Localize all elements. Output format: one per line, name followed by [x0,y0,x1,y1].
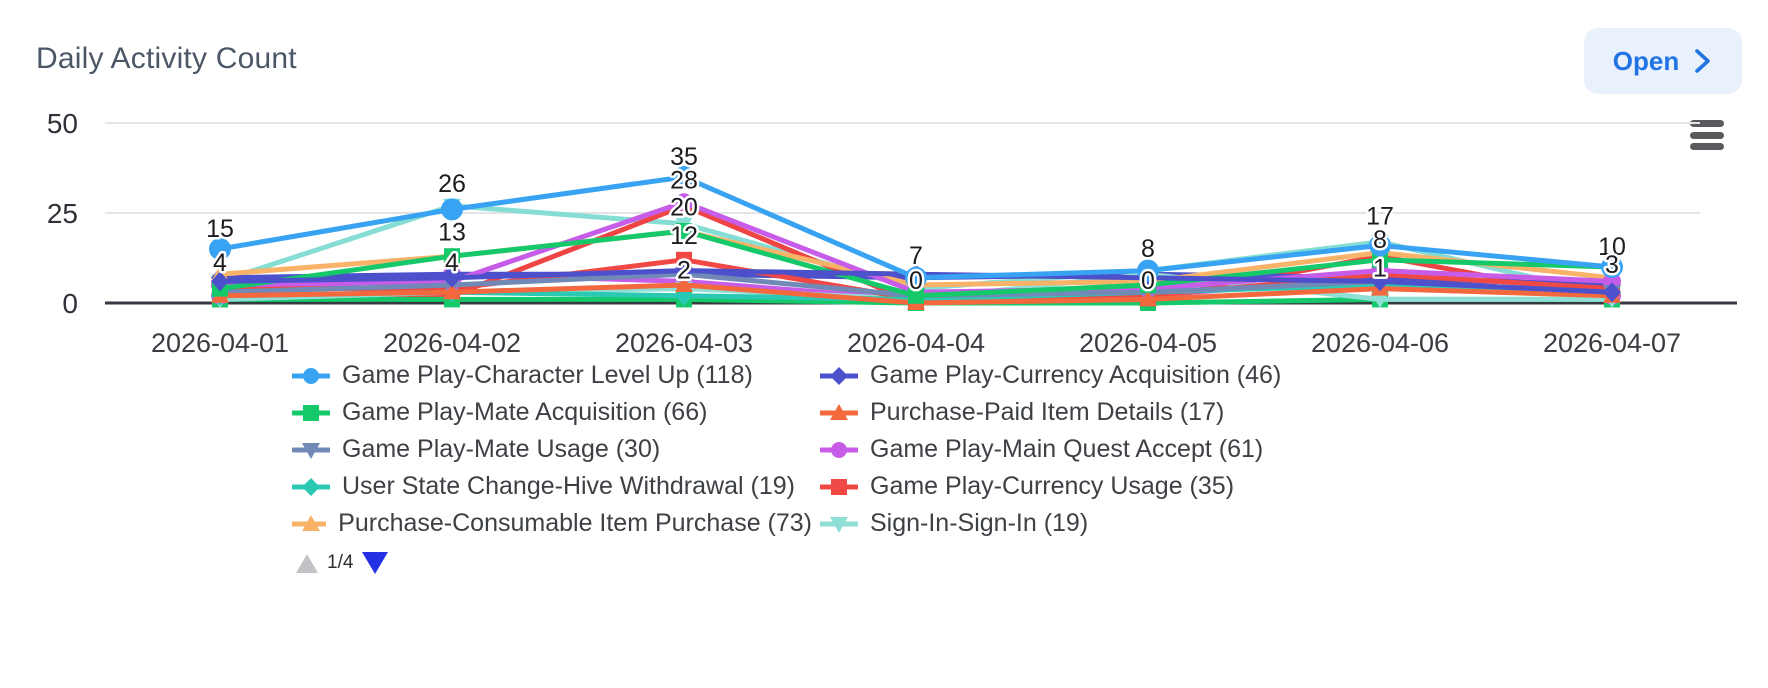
point-value-label: 1 [1373,255,1387,283]
page-title: Daily Activity Count [36,42,297,75]
hamburger-menu-icon[interactable] [1690,118,1724,152]
legend-square-icon [820,478,858,495]
point-value-label: 0 [1141,267,1155,295]
legend-triangle-up-icon [820,403,858,420]
legend-item-label: Game Play-Currency Usage (35) [870,472,1235,500]
series-marker[interactable] [1372,251,1388,268]
open-button[interactable]: Open [1584,28,1742,94]
series-marker[interactable] [905,266,927,289]
legend-item-label: Game Play-Currency Acquisition (46) [870,361,1282,389]
legend-item[interactable]: Game Play-Currency Usage (35) [820,472,1300,500]
point-value-label: 28 [670,166,698,194]
series-marker[interactable] [1369,234,1391,257]
point-value-label: 7 [909,242,923,270]
point-value-label: 8 [1141,235,1155,263]
series-marker[interactable] [675,260,693,281]
series-marker[interactable] [675,276,693,292]
point-value-label: 4 [213,249,227,277]
legend-circle-icon [292,367,330,384]
line-chart[interactable]: 0 25 50 2026-04-01 2026-04-02 2026-04-03 2026-… [0,0,1768,360]
series-marker[interactable] [444,248,460,265]
x-tick-label: 2026-04-03 [615,328,753,358]
legend-item-label: Game Play-Character Level Up (118) [342,361,753,389]
point-value-label: 3 [1605,251,1619,279]
legend-item[interactable]: Game Play-Mate Usage (30) [292,435,812,463]
legend-diamond-icon [292,477,330,496]
chart-legend: Game Play-Character Level Up (118) Game P… [292,361,1302,537]
y-tick-label: 25 [47,198,78,229]
point-value-label: 13 [438,219,466,247]
series-marker[interactable] [675,193,693,212]
point-value-label: 8 [1373,226,1387,254]
point-value-label: 15 [206,215,234,243]
series-marker[interactable] [441,198,463,221]
series-marker[interactable] [443,283,461,300]
page-up-triangle-icon[interactable] [296,553,318,573]
page-down-triangle-icon[interactable] [362,552,389,574]
point-value-label: 10 [1598,233,1626,261]
x-tick-label: 2026-04-04 [847,328,985,358]
legend-triangle-up-icon [292,514,327,531]
legend-page-indicator: 1/4 [327,552,354,573]
point-value-label: 2 [677,256,691,284]
legend-triangle-down-icon [820,516,858,533]
series-marker[interactable] [1371,292,1389,309]
series-marker[interactable] [1137,259,1159,282]
point-value-label: 0 [909,267,923,295]
y-tick-label: 50 [47,108,78,139]
legend-circle-icon [820,441,858,458]
legend-diamond-icon [820,366,858,385]
point-value-label: 4 [445,249,459,277]
series-marker[interactable] [211,271,229,292]
open-button-label: Open [1612,45,1680,76]
legend-item[interactable]: Game Play-Currency Acquisition (46) [820,361,1300,389]
y-tick-label: 0 [62,288,78,319]
series-marker[interactable] [1603,282,1621,303]
legend-item[interactable]: User State Change-Hive Withdrawal (19) [292,472,812,500]
series-marker[interactable] [676,223,692,239]
legend-item-label: Game Play-Main Quest Accept (61) [870,435,1264,463]
series-marker[interactable] [1371,271,1389,292]
x-tick-label: 2026-04-01 [151,328,289,358]
series-marker[interactable] [908,287,924,304]
legend-item[interactable]: Game Play-Main Quest Accept (61) [820,435,1300,463]
point-value-label: 17 [1366,202,1394,230]
series-marker[interactable] [209,238,231,260]
legend-item-label: User State Change-Hive Withdrawal (19) [342,472,795,500]
series-marker[interactable] [1601,256,1623,278]
legend-item[interactable]: Game Play-Mate Acquisition (66) [292,398,812,426]
legend-item[interactable]: Sign-In-Sign-In (19) [820,509,1300,537]
legend-item-label: Purchase-Consumable Item Purchase (73) [338,509,812,537]
legend-square-icon [292,404,330,421]
chevron-right-icon [1695,49,1711,73]
legend-pager: 1/4 [296,552,389,574]
legend-item-label: Purchase-Paid Item Details (17) [870,398,1225,426]
x-tick-label: 2026-04-05 [1079,328,1217,358]
legend-item-label: Sign-In-Sign-In (19) [870,509,1089,537]
point-value-label: 12 [670,222,698,250]
series-marker[interactable] [676,251,692,268]
legend-triangle-down-icon [292,442,330,459]
series-marker[interactable] [673,166,695,188]
point-value-label: 20 [670,193,698,221]
series-marker[interactable] [443,267,461,288]
x-tick-label: 2026-04-02 [383,328,521,358]
point-value-label: 26 [438,170,466,198]
x-tick-label: 2026-04-06 [1311,328,1449,358]
legend-item-label: Game Play-Mate Usage (30) [342,435,661,463]
x-tick-label: 2026-04-07 [1543,328,1681,358]
point-value-label: 35 [670,143,698,171]
series-marker[interactable] [1139,290,1157,307]
legend-item[interactable]: Purchase-Consumable Item Purchase (73) [292,509,812,537]
legend-item[interactable]: Game Play-Character Level Up (118) [292,361,812,389]
legend-item-label: Game Play-Mate Acquisition (66) [342,398,708,426]
legend-item[interactable]: Purchase-Paid Item Details (17) [820,398,1300,426]
